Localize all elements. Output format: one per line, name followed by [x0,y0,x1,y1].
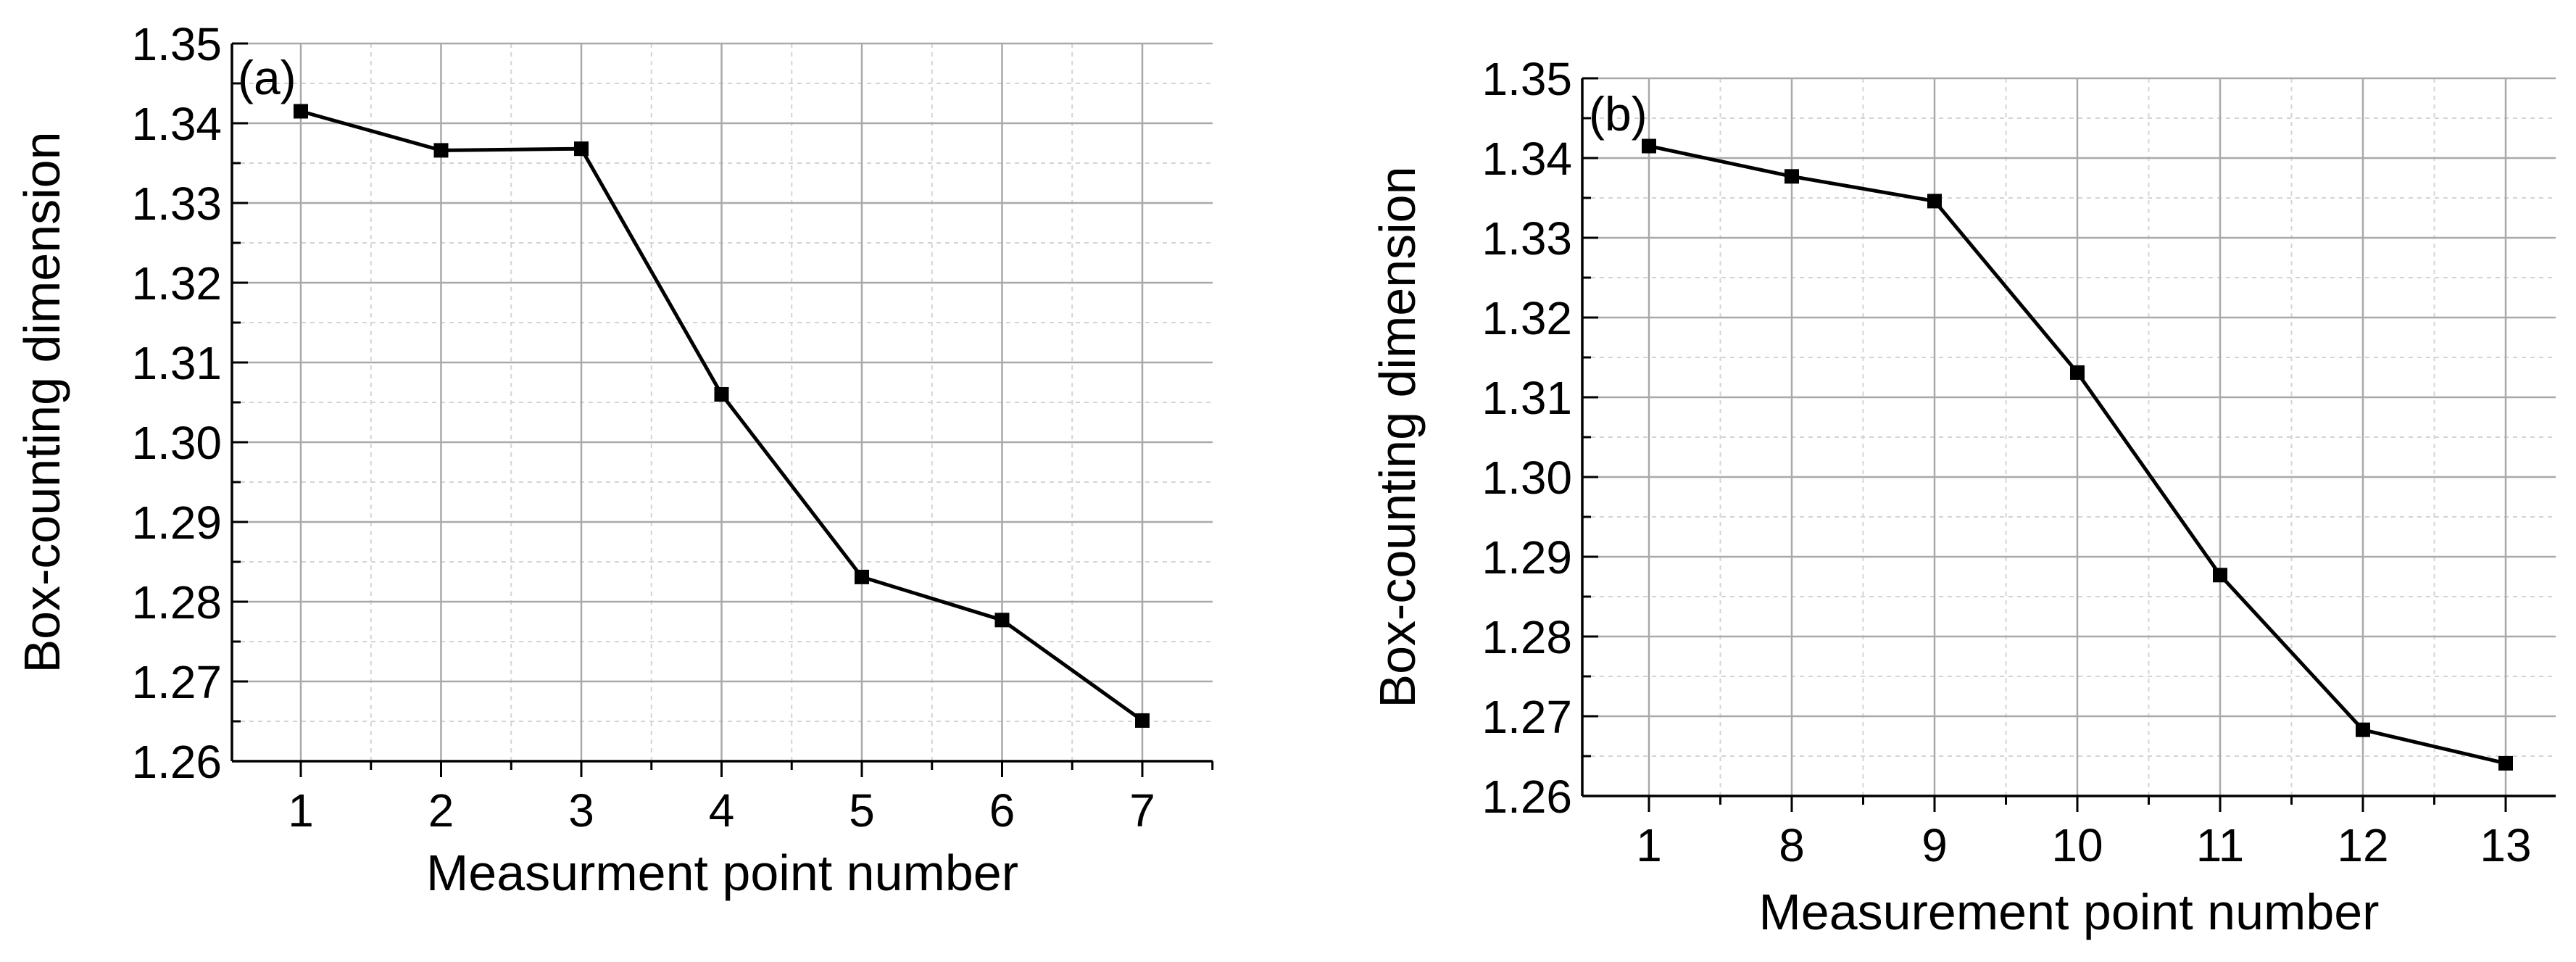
chart-b: 1.26 1.27 1.28 1.29 1.30 1.31 1.32 1.33 1.34 1.35… [1369,53,2556,940]
y-tick-label: 1.33 [1482,212,1572,265]
data-point [294,104,308,119]
panel-label: (a) [238,51,296,104]
y-tick-label: 1.35 [131,18,222,70]
grid [1582,77,2556,797]
data-point [1927,194,1942,209]
y-axis-label: Box-counting dimension [14,131,70,673]
x-tick-label: 1 [1636,819,1662,871]
x-tick-label: 7 [1129,784,1155,837]
data-point [714,387,729,402]
x-tick-label: 1 [288,784,314,837]
y-tick-label: 1.31 [1482,372,1572,424]
x-axis-label: Measurement point number [1759,884,2380,940]
x-tick-label: 12 [2337,819,2388,871]
x-tick-label: 5 [849,784,875,837]
x-tick-label: 8 [1779,819,1805,871]
x-tick-label: 10 [2051,819,2103,871]
y-tick-label: 1.32 [131,257,222,310]
y-tick-label: 1.28 [1482,611,1572,663]
x-tick-label: 2 [428,784,454,837]
data-point [2070,365,2085,380]
data-point [1784,169,1799,184]
x-tick-label: 4 [709,784,735,837]
y-axis-label: Box-counting dimension [1369,166,1426,708]
y-tick-label: 1.30 [131,417,222,469]
x-tick-label: 11 [2196,819,2244,871]
x-tick-label: 3 [568,784,594,837]
grid [232,42,1213,763]
data-point [855,569,869,584]
y-tick-label: 1.31 [131,337,222,389]
data-point [2356,722,2370,737]
x-tick-label: 13 [2480,819,2531,871]
y-tick-label: 1.27 [1482,691,1572,743]
data-point [994,613,1010,628]
y-tick-label: 1.29 [131,497,222,549]
y-tick-label: 1.27 [131,656,222,708]
y-tick-label: 1.34 [131,98,222,150]
data-point [2498,755,2513,771]
data-point [574,141,589,157]
y-tick-label: 1.29 [1482,531,1572,584]
data-point [2213,568,2227,583]
y-tick-label: 1.35 [1482,53,1572,105]
y-tick-label: 1.32 [1482,292,1572,344]
data-point [1135,713,1150,728]
y-tick-label: 1.26 [131,736,222,788]
x-axis-label: Measurment point number [426,845,1018,901]
data-point [433,143,449,158]
chart-a: 1.26 1.27 1.28 1.29 1.30 1.31 1.32 1.33 1.34 1.35… [14,18,1214,901]
x-tick-label: 6 [989,784,1015,837]
y-tick-label: 1.28 [131,576,222,629]
x-tick-label: 9 [1921,819,1948,871]
data-point [1642,138,1656,154]
panel-label: (b) [1589,87,1648,141]
y-tick-label: 1.30 [1482,452,1572,504]
y-tick-label: 1.26 [1482,771,1572,823]
y-tick-label: 1.33 [131,178,222,230]
y-tick-label: 1.34 [1482,133,1572,185]
